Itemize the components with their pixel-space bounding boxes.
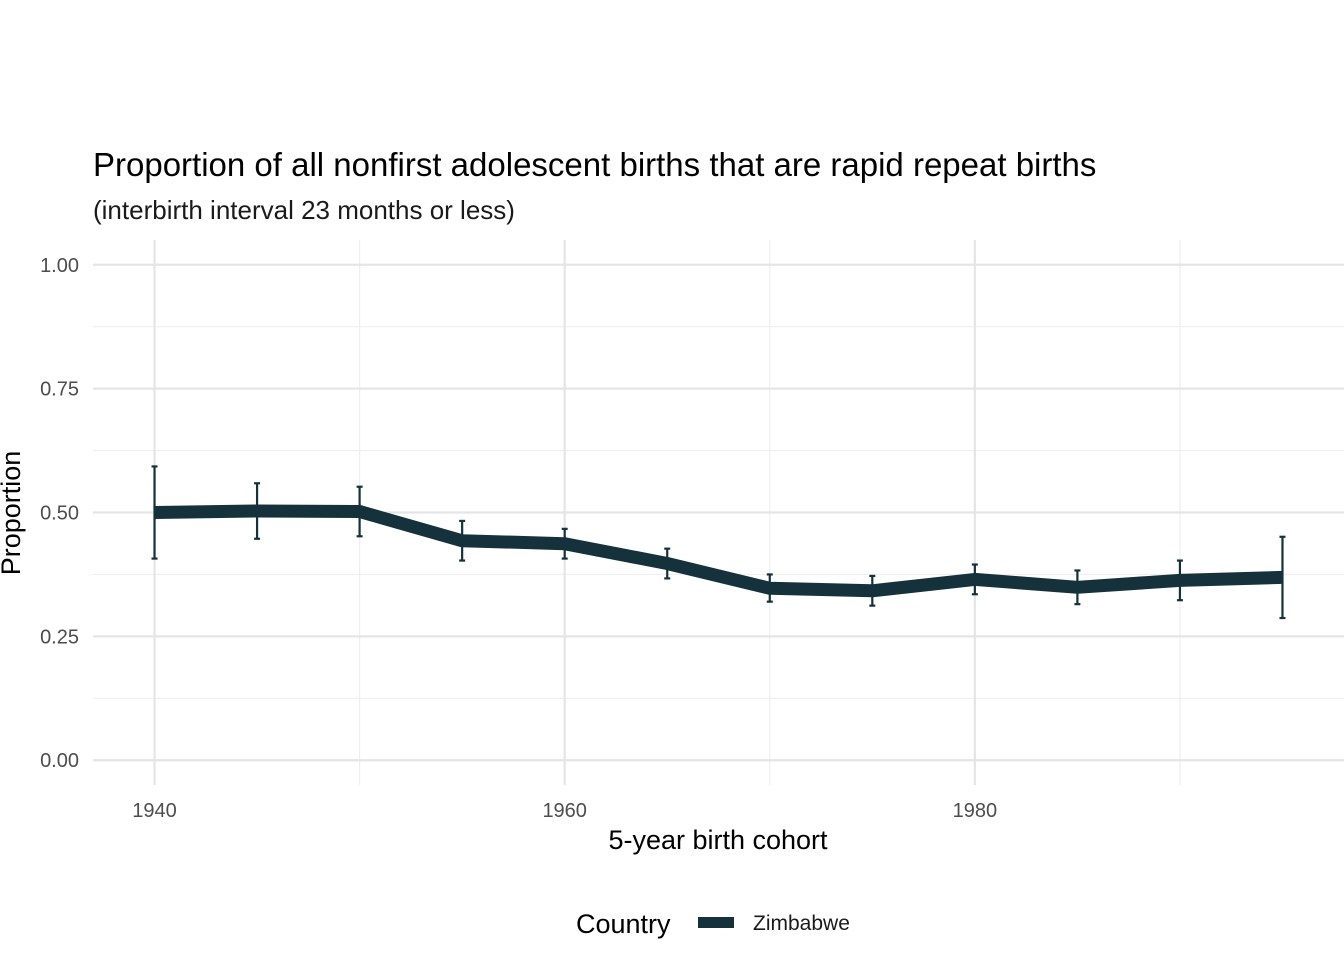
x-tick-label: 1980 (953, 800, 998, 822)
x-tick-label: 1940 (132, 800, 177, 822)
error-bar (151, 465, 158, 560)
error-bar (356, 485, 363, 538)
legend-title: Country (576, 909, 671, 939)
y-tick-label: 0.50 (40, 503, 79, 525)
x-axis-ticks: 1940 1960 1980 (132, 800, 997, 822)
chart-title: Proportion of all nonfirst adolescent bi… (93, 146, 1096, 183)
error-bar (1279, 535, 1286, 620)
y-tick-label: 0.75 (40, 379, 79, 401)
x-tick-label: 1960 (542, 800, 587, 822)
error-bar (1074, 569, 1081, 606)
error-bar (254, 482, 261, 540)
series-layer (151, 465, 1286, 620)
error-bar (561, 527, 568, 560)
chart-subtitle: (interbirth interval 23 months or less) (93, 195, 515, 225)
legend-label-zimbabwe: Zimbabwe (753, 912, 850, 935)
y-axis-title: Proportion (0, 451, 26, 576)
error-bar (766, 573, 773, 603)
y-tick-label: 1.00 (40, 255, 79, 277)
y-axis-ticks: 0.00 0.25 0.50 0.75 1.00 (40, 255, 79, 772)
legend-key-zimbabwe (698, 917, 734, 928)
y-tick-label: 0.00 (40, 750, 79, 772)
x-axis-title: 5-year birth cohort (608, 825, 828, 855)
error-bar (459, 519, 466, 562)
error-bar (869, 574, 876, 607)
legend: Country Zimbabwe (576, 909, 850, 939)
series-line-zimbabwe (154, 504, 1283, 598)
error-bar (1176, 559, 1183, 602)
error-bar (971, 563, 978, 596)
error-bar (664, 547, 671, 580)
y-tick-label: 0.25 (40, 626, 79, 648)
